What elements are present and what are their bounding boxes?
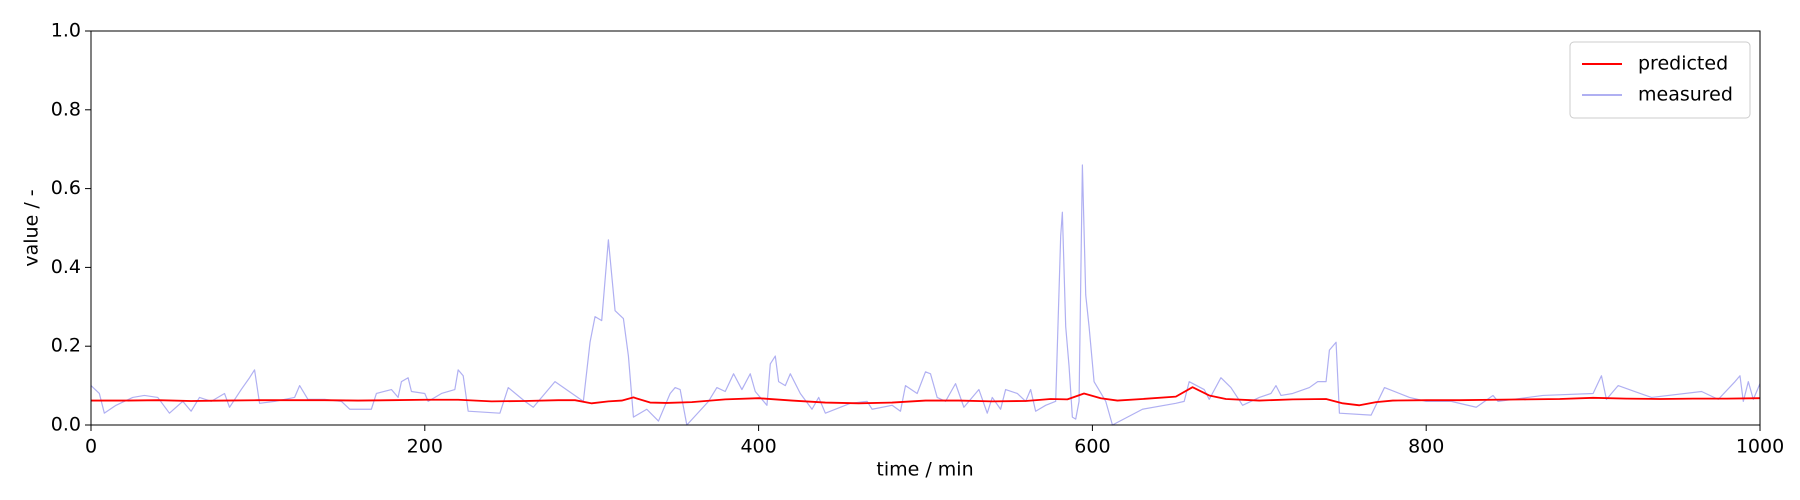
- line-series: [90, 164, 1761, 426]
- legend-label: measured: [1638, 84, 1733, 106]
- x-tick-label: 0: [85, 436, 97, 458]
- line-series: [91, 386, 1761, 407]
- y-tick-label: 0.4: [51, 256, 81, 278]
- x-axis-label: time / min: [876, 459, 973, 481]
- x-tick-label: 1000: [1736, 436, 1784, 458]
- y-tick-label: 0.6: [51, 177, 81, 199]
- legend-box: [1569, 41, 1751, 119]
- x-tick-label: 600: [1074, 436, 1110, 458]
- y-tick-label: 0.8: [51, 98, 81, 120]
- y-tick-label: 1.0: [51, 20, 81, 42]
- y-tick-label: 0.2: [51, 335, 81, 357]
- plot-frame: [90, 30, 1761, 426]
- x-tick-label: 400: [740, 436, 776, 458]
- legend-label: predicted: [1638, 53, 1728, 75]
- x-tick-label: 200: [407, 436, 443, 458]
- x-tick-label: 800: [1408, 436, 1444, 458]
- y-axis-label: value / -: [21, 189, 43, 266]
- y-tick-label: 0.0: [51, 414, 81, 436]
